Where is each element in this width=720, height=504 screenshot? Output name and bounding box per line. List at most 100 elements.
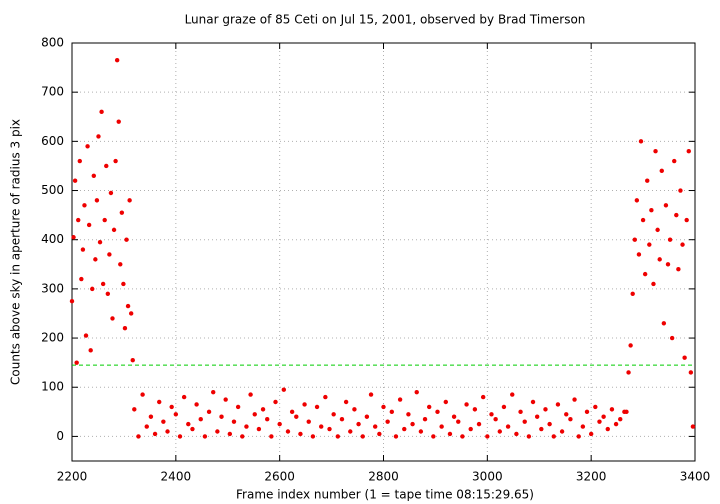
data-point xyxy=(597,419,602,424)
data-point xyxy=(385,419,390,424)
data-point xyxy=(547,421,552,427)
data-point xyxy=(82,203,87,208)
data-point xyxy=(381,404,386,410)
y-tick-label: 500 xyxy=(41,183,64,197)
x-tick-label: 2400 xyxy=(161,470,192,484)
data-point xyxy=(169,404,174,410)
data-point xyxy=(377,431,382,437)
data-point xyxy=(674,212,679,218)
data-point xyxy=(655,227,660,233)
data-point xyxy=(343,399,349,405)
y-axis-label: Counts above sky in aperture of radius 3… xyxy=(9,119,23,385)
data-point xyxy=(223,397,228,402)
data-point xyxy=(111,227,117,233)
data-point xyxy=(497,429,502,434)
data-point xyxy=(593,404,598,410)
x-axis-label: Frame index number (1 = tape time 08:15:… xyxy=(236,488,534,502)
chart-title: Lunar graze of 85 Ceti on Jul 15, 2001, … xyxy=(185,13,586,27)
data-point xyxy=(231,419,237,424)
data-point xyxy=(632,237,637,242)
data-point xyxy=(310,434,316,439)
data-point xyxy=(663,203,669,208)
data-point xyxy=(518,409,523,415)
data-point xyxy=(576,434,581,439)
data-point xyxy=(680,242,685,247)
data-point xyxy=(624,409,629,415)
data-point xyxy=(211,389,216,395)
data-point xyxy=(431,434,436,439)
data-point xyxy=(493,417,498,422)
data-point xyxy=(173,412,179,417)
data-point xyxy=(389,409,395,415)
data-point xyxy=(71,235,76,240)
data-point xyxy=(630,291,635,296)
data-point xyxy=(372,424,378,429)
data-point xyxy=(505,424,511,429)
data-point xyxy=(634,198,640,203)
data-point xyxy=(406,412,411,417)
data-point xyxy=(339,417,345,422)
x-tick-label: 2800 xyxy=(368,470,399,484)
data-point xyxy=(277,421,282,427)
data-point xyxy=(285,429,291,434)
data-point xyxy=(613,421,619,427)
data-point xyxy=(252,412,257,417)
data-point xyxy=(124,237,129,242)
data-point xyxy=(110,316,115,321)
data-point xyxy=(190,426,195,432)
data-point xyxy=(368,392,374,397)
data-point xyxy=(580,424,586,429)
data-point xyxy=(72,178,78,183)
data-point xyxy=(640,217,646,223)
data-point xyxy=(460,434,465,439)
data-point xyxy=(202,434,208,439)
x-tick-label: 2200 xyxy=(57,470,88,484)
data-point xyxy=(418,429,424,434)
data-point xyxy=(331,412,336,417)
data-point xyxy=(628,343,633,348)
data-point xyxy=(651,281,656,287)
data-point xyxy=(510,392,515,397)
y-tick-label: 0 xyxy=(56,429,64,443)
data-point xyxy=(551,434,556,439)
data-point xyxy=(161,419,166,424)
data-point xyxy=(269,434,274,439)
data-point xyxy=(572,397,577,402)
data-point xyxy=(514,431,519,437)
data-point xyxy=(90,286,95,292)
data-point xyxy=(144,424,149,429)
data-point xyxy=(152,431,158,437)
data-point xyxy=(319,424,324,429)
x-tick-label: 3400 xyxy=(680,470,711,484)
data-point xyxy=(443,399,448,405)
data-point xyxy=(186,421,191,427)
data-point xyxy=(136,434,141,439)
data-point xyxy=(669,335,675,341)
data-point xyxy=(472,407,478,412)
data-point xyxy=(522,419,527,424)
data-point xyxy=(83,333,89,338)
data-point xyxy=(661,321,667,326)
data-point xyxy=(636,252,642,257)
data-point xyxy=(555,402,561,407)
data-point xyxy=(402,426,407,432)
data-point xyxy=(476,421,482,427)
data-point xyxy=(177,434,183,439)
data-point xyxy=(298,431,303,437)
data-point xyxy=(77,158,82,164)
x-tick-label: 3000 xyxy=(472,470,503,484)
plot-frame xyxy=(71,42,696,462)
data-point xyxy=(88,348,93,353)
data-point xyxy=(102,217,107,223)
data-point xyxy=(130,357,135,363)
data-point xyxy=(306,419,311,424)
data-point xyxy=(360,434,365,439)
data-point xyxy=(108,190,114,196)
data-point xyxy=(127,198,132,203)
data-point xyxy=(638,139,644,144)
data-point xyxy=(642,271,648,277)
y-tick-label: 200 xyxy=(41,331,64,345)
data-point xyxy=(97,239,103,245)
data-point xyxy=(80,247,86,252)
